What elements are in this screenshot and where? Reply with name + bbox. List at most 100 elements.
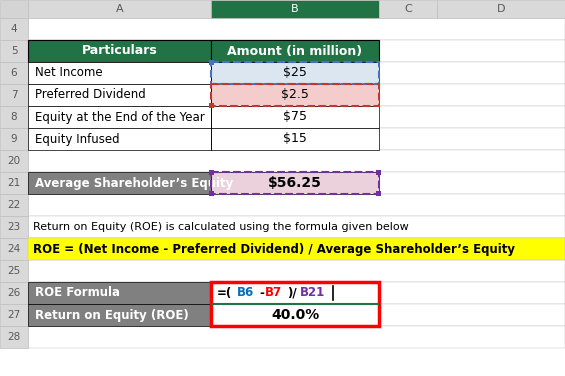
Bar (211, 282, 379, 326)
Bar (28, 216, 565, 238)
Bar (28, 84, 211, 106)
Bar (28, 40, 565, 62)
Text: $75: $75 (283, 111, 307, 123)
Text: D: D (497, 4, 505, 14)
Bar (0, 216, 28, 238)
Bar (0, 62, 28, 84)
Bar (211, 84, 379, 106)
Bar (211, 172, 379, 194)
Text: 4: 4 (11, 24, 18, 34)
Bar (28, 172, 565, 194)
Text: Average Shareholder’s Equity: Average Shareholder’s Equity (35, 176, 233, 190)
Text: $2.5: $2.5 (281, 88, 309, 102)
Bar (0, 106, 28, 128)
Text: Preferred Dividend: Preferred Dividend (35, 88, 146, 102)
Bar (211, 282, 379, 304)
Text: ROE = (Net Income - Preferred Dividend) / Average Shareholder’s Equity: ROE = (Net Income - Preferred Dividend) … (33, 243, 515, 256)
Text: Return on Equity (ROE): Return on Equity (ROE) (35, 308, 189, 321)
Bar (0, 128, 28, 150)
Bar (0, 194, 28, 216)
Bar (28, 84, 565, 106)
Text: 7: 7 (11, 90, 18, 100)
Bar (28, 150, 565, 172)
Bar (0, 84, 28, 106)
Bar (211, 62, 379, 84)
Bar (28, 238, 565, 260)
Bar (28, 18, 565, 40)
Text: 24: 24 (7, 244, 21, 254)
Bar (0, 326, 28, 348)
Bar (28, 128, 211, 150)
Text: $25: $25 (283, 67, 307, 79)
Bar (28, 304, 565, 326)
Bar (28, 128, 565, 150)
Bar (28, 260, 565, 282)
Bar (28, 326, 565, 348)
Text: 23: 23 (7, 222, 21, 232)
Bar (0, 172, 28, 194)
Text: Equity at the End of the Year: Equity at the End of the Year (35, 111, 205, 123)
Bar (28, 304, 211, 326)
Text: B: B (291, 4, 299, 14)
Bar (0, 238, 28, 260)
Bar (0, 282, 28, 304)
Bar (437, 0, 565, 18)
Bar (28, 194, 565, 216)
Text: 20: 20 (7, 156, 20, 166)
Text: 22: 22 (7, 200, 21, 210)
Bar (211, 84, 379, 106)
Bar (28, 62, 211, 84)
Bar (209, 60, 214, 65)
Bar (211, 128, 379, 150)
Text: -: - (259, 287, 264, 300)
Text: B6: B6 (237, 287, 254, 300)
Text: 6: 6 (11, 68, 18, 78)
Bar (28, 106, 565, 128)
Text: Amount (in million): Amount (in million) (228, 44, 363, 58)
Text: 28: 28 (7, 332, 21, 342)
Bar (28, 106, 211, 128)
Text: Particulars: Particulars (81, 44, 158, 58)
Text: Equity Infused: Equity Infused (35, 132, 120, 146)
Text: A: A (116, 4, 123, 14)
Bar (28, 0, 211, 18)
Text: Return on Equity (ROE) is calculated using the formula given below: Return on Equity (ROE) is calculated usi… (33, 222, 408, 232)
Bar (28, 40, 211, 62)
Bar (28, 172, 211, 194)
Bar (0, 0, 28, 18)
Text: =(: =( (217, 287, 232, 300)
Bar (0, 260, 28, 282)
Text: 9: 9 (11, 134, 18, 144)
Text: ROE Formula: ROE Formula (35, 287, 120, 300)
Bar (0, 304, 28, 326)
Bar (28, 282, 211, 304)
Bar (209, 191, 214, 196)
Bar (211, 106, 379, 128)
Text: B7: B7 (265, 287, 282, 300)
Bar (0, 40, 28, 62)
Text: B21: B21 (300, 287, 325, 300)
Bar (211, 304, 379, 326)
Text: C: C (404, 4, 412, 14)
Text: 21: 21 (7, 178, 21, 188)
Bar (211, 0, 379, 18)
Text: 26: 26 (7, 288, 21, 298)
Text: 27: 27 (7, 310, 21, 320)
Bar (376, 191, 381, 196)
Bar (211, 62, 379, 84)
Bar (211, 40, 379, 62)
Bar (0, 18, 28, 40)
Bar (379, 0, 437, 18)
Text: 8: 8 (11, 112, 18, 122)
Text: $56.25: $56.25 (268, 176, 322, 190)
Text: 5: 5 (11, 46, 18, 56)
Text: 40.0%: 40.0% (271, 308, 319, 322)
Text: Net Income: Net Income (35, 67, 103, 79)
Bar (28, 62, 565, 84)
Bar (28, 238, 565, 260)
Text: $15: $15 (283, 132, 307, 146)
Bar (209, 103, 214, 108)
Bar (28, 282, 565, 304)
Bar (0, 150, 28, 172)
Bar (209, 170, 214, 175)
